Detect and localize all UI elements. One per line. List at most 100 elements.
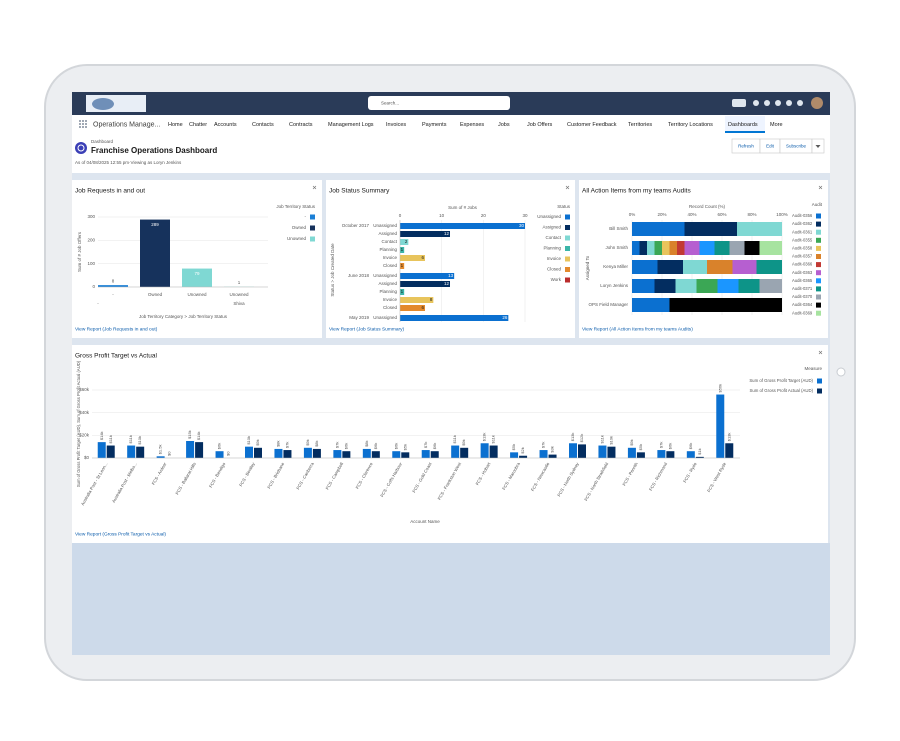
icon[interactable] bbox=[764, 100, 770, 106]
nav-tab[interactable]: Customer Feedback bbox=[567, 122, 617, 128]
tab-selected-underline bbox=[725, 131, 765, 133]
nav-tab[interactable]: Payments bbox=[422, 122, 447, 128]
favorites-icon[interactable] bbox=[732, 99, 746, 107]
bar-value-label: $10k bbox=[609, 436, 614, 445]
bar bbox=[400, 289, 405, 295]
x-tick-label: Unowned bbox=[229, 292, 249, 297]
avatar[interactable] bbox=[811, 97, 823, 109]
icon[interactable] bbox=[753, 100, 759, 106]
search-box[interactable] bbox=[368, 96, 510, 110]
expand-icon[interactable] bbox=[565, 185, 570, 190]
bar-value-label: 79 bbox=[194, 271, 200, 276]
view-report-link[interactable]: View Report (Job Status Summary) bbox=[329, 326, 404, 332]
bar bbox=[186, 441, 195, 458]
bar-segment bbox=[714, 241, 730, 255]
x-tick-label: 100% bbox=[776, 212, 788, 217]
bar-value-label: $56k bbox=[717, 384, 722, 393]
bar bbox=[106, 445, 115, 458]
bar-value-label: $0 bbox=[167, 451, 172, 456]
search-placeholder: Search... bbox=[381, 101, 399, 106]
view-report-link[interactable]: View Report (Gross Profit Target vs Actu… bbox=[75, 531, 166, 537]
bar-value-label: $11k bbox=[108, 435, 113, 443]
y-tick-label: Assigned bbox=[378, 231, 397, 236]
legend-title: Status bbox=[557, 204, 571, 209]
nav-tab[interactable]: Chatter bbox=[189, 122, 207, 128]
x-tick-label: Owned bbox=[148, 292, 163, 297]
app-launcher[interactable] bbox=[79, 120, 87, 128]
bar-value-label: $15k bbox=[187, 430, 192, 439]
dashboard-icon-glyph bbox=[77, 144, 85, 152]
nav-tab[interactable]: Invoices bbox=[386, 122, 406, 128]
bar-value-label: $3k bbox=[550, 446, 555, 452]
bar-value-label: $10k bbox=[137, 436, 142, 445]
bar bbox=[245, 446, 253, 458]
dashboard-subtitle: As of 04/08/2025 12:55 pm·Viewing as Lor… bbox=[75, 160, 182, 165]
bar-segment bbox=[684, 222, 737, 236]
setup-icon[interactable] bbox=[786, 100, 792, 106]
expand-icon[interactable] bbox=[818, 350, 823, 355]
legend-swatch bbox=[816, 262, 821, 268]
legend-label: Audit-0370 bbox=[792, 294, 813, 299]
legend-swatch bbox=[816, 310, 821, 316]
bar bbox=[519, 455, 528, 458]
nav-tab[interactable]: Expenses bbox=[460, 122, 484, 128]
legend-swatch bbox=[816, 245, 821, 251]
x-tick-label: 60% bbox=[717, 212, 726, 217]
bar-value-label: 13 bbox=[448, 273, 454, 278]
button-label: Refresh bbox=[738, 144, 754, 149]
y-group-label: May 2019 bbox=[349, 315, 369, 320]
bar-value-label: $9k bbox=[255, 439, 260, 445]
bar-value-label: $7k bbox=[658, 442, 663, 448]
nav-tab[interactable]: Home bbox=[168, 122, 183, 128]
nav-tab[interactable]: Territories bbox=[628, 122, 652, 128]
nav-tab[interactable]: Territory Locations bbox=[668, 122, 713, 128]
widget-panel bbox=[72, 180, 322, 338]
legend-label: Audit-0363 bbox=[792, 270, 813, 275]
nav-tab[interactable]: Jobs bbox=[498, 122, 510, 128]
legend-swatch bbox=[310, 236, 315, 242]
bar-segment bbox=[732, 260, 757, 274]
bar-value-label: 26 bbox=[502, 315, 508, 320]
legend-swatch bbox=[565, 235, 570, 241]
expand-icon[interactable] bbox=[818, 185, 823, 190]
bar-value-label: $5k bbox=[638, 444, 643, 450]
x-tick-label: 20% bbox=[657, 212, 666, 217]
legend-label: Work bbox=[551, 277, 562, 282]
y-tick-label: OPS Field Manager bbox=[588, 302, 628, 307]
bar bbox=[400, 231, 450, 237]
bar-value-label: $12k bbox=[579, 434, 584, 443]
notifications-icon[interactable] bbox=[797, 100, 803, 106]
bar-value-label: $14k bbox=[196, 431, 201, 440]
y-tick-label: Planning bbox=[379, 247, 397, 252]
bar-value-label: $6k bbox=[432, 443, 437, 449]
nav-tab[interactable]: Dashboards bbox=[728, 122, 758, 128]
bar bbox=[156, 456, 165, 458]
legend-title: Job Territory Status bbox=[276, 204, 315, 209]
legend-swatch bbox=[816, 221, 821, 227]
bar-segment bbox=[632, 241, 640, 255]
y-tick-label: $60k bbox=[79, 387, 90, 392]
tablet-button bbox=[836, 367, 846, 377]
dropdown-caret bbox=[815, 145, 821, 148]
bar-value-label: 1 bbox=[238, 280, 241, 285]
view-report-link[interactable]: View Report (Job Requests in and out) bbox=[75, 326, 158, 332]
expand-icon[interactable] bbox=[312, 185, 317, 190]
legend-label: Unowned bbox=[287, 236, 307, 241]
help-icon[interactable] bbox=[775, 100, 781, 106]
nav-tab[interactable]: Management Logs bbox=[328, 122, 374, 128]
bar bbox=[97, 442, 106, 458]
nav-tab[interactable]: Job Offers bbox=[527, 122, 553, 128]
bar bbox=[686, 451, 695, 458]
bar-value-label: $1k bbox=[697, 448, 702, 454]
legend-label: Audit-0365 bbox=[792, 278, 813, 283]
bar bbox=[695, 456, 704, 458]
nav-tab[interactable]: Contracts bbox=[289, 122, 313, 128]
nav-tab[interactable]: Accounts bbox=[214, 122, 237, 128]
view-report-link[interactable]: View Report (All Action Items from my te… bbox=[582, 326, 693, 332]
bar-segment bbox=[759, 241, 782, 255]
bar-value-label: 6 bbox=[421, 305, 424, 310]
nav-tab[interactable]: Contacts bbox=[252, 122, 274, 128]
bar bbox=[136, 446, 145, 458]
nav-tab[interactable]: More bbox=[770, 122, 783, 128]
legend-title: Audit bbox=[812, 202, 823, 207]
